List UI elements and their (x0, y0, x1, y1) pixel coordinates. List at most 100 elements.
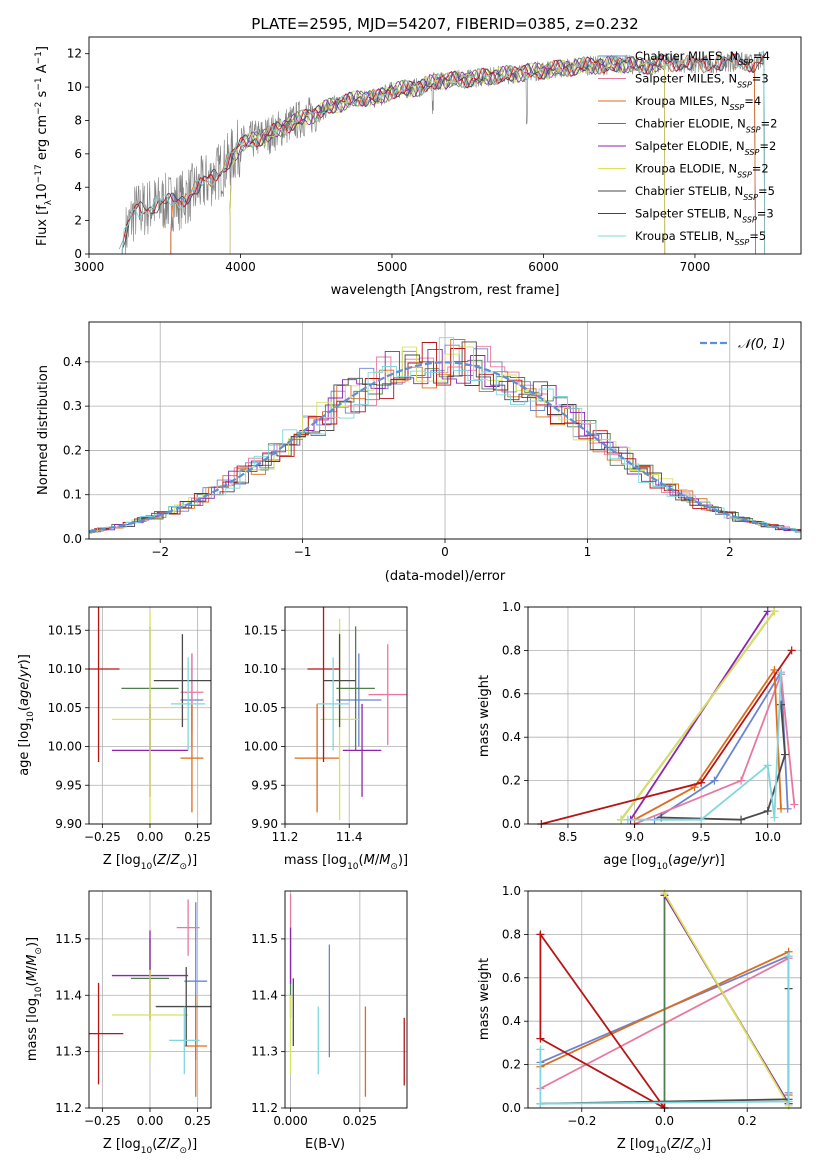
weight-marker (781, 750, 790, 759)
y-tick-label: 0.2 (502, 1058, 521, 1072)
mass-weight-vs-age-xlabel-text: age [log10(age/yr)] (603, 853, 725, 872)
x-tick-label: 7000 (680, 260, 711, 274)
weight-marker (777, 668, 786, 677)
weight-marker (710, 776, 719, 785)
weight-marker (536, 1034, 545, 1043)
mass-vs-z-xlabel-text: Z [log10(Z/Z⊙)] (103, 1137, 197, 1156)
y-tick-label: 11.3 (251, 1045, 278, 1059)
weight-marker (763, 761, 772, 770)
weight-marker (777, 700, 786, 709)
axes-frame (88, 606, 212, 825)
mass-vs-ebv-xlabel: E(B-V) (305, 1137, 345, 1152)
weight-marker (790, 800, 799, 809)
age-vs-mass-xlabel-text: mass [log10(M/M⊙)] (284, 853, 408, 872)
y-tick-label: 0.6 (502, 687, 521, 701)
y-tick-label: 9.90 (55, 817, 82, 831)
x-tick-label: 6000 (528, 260, 559, 274)
y-tick-label: 8 (74, 113, 82, 127)
figure-title: PLATE=2595, MJD=54207, FIBERID=0385, z=0… (251, 15, 638, 33)
x-tick-label: 2 (726, 545, 734, 559)
residual-histogram-8 (89, 337, 801, 533)
mass-weight-vs-z-xlabel: Z [log10(Z/Z⊙)] (617, 1137, 711, 1156)
y-tick-label: 0.6 (502, 971, 521, 985)
y-tick-label: 0.3 (63, 399, 82, 413)
y-tick-label: 9.90 (251, 817, 278, 831)
mass-vs-z-xlabel: Z [log10(Z/Z⊙)] (103, 1137, 197, 1156)
model-line-4 (229, 55, 666, 254)
y-tick-label: 10.05 (48, 701, 82, 715)
y-tick-label: 9.95 (251, 778, 278, 792)
spectrum-panel: 3000 4000 5000 6000 7000 0 2 4 6 8 10 12 wavelength… (34, 36, 802, 298)
y-tick-label: 0.0 (502, 1101, 521, 1115)
mass-weight-vs-age-xlabel: age [log10(age/yr)] (603, 853, 725, 872)
weight-marker (737, 815, 746, 824)
x-tick-label: 0.2 (738, 1114, 757, 1128)
spectrum-legend: Chabrier MILES, NSSP=4 Salpeter MILES, NS… (598, 49, 777, 247)
spectrum-xlabel: wavelength [Angstrom, rest frame] (331, 283, 560, 298)
y-tick-label: 10.05 (244, 701, 278, 715)
weight-marker (536, 1099, 545, 1108)
y-tick-label: 0.4 (502, 1014, 521, 1028)
x-tick-label: 10.0 (754, 830, 781, 844)
y-tick-label: 2 (74, 214, 82, 228)
x-tick-label: 0.0 (655, 1114, 674, 1128)
age-vs-z-ylabel: age [log10(age/yr)] (17, 654, 36, 776)
mass-weight-vs-z-ylabel: mass weight (477, 958, 492, 1040)
axes-frame (88, 890, 212, 1109)
residuals-xlabel: (data-model)/error (385, 569, 506, 584)
weight-marker (784, 1097, 793, 1106)
x-tick-label: 0.00 (137, 830, 164, 844)
weight-marker (737, 776, 746, 785)
y-tick-label: 0.8 (502, 643, 521, 657)
legend-label: Salpeter ELODIE, NSSP=2 (635, 139, 776, 157)
x-tick-label: 0 (441, 545, 449, 559)
y-tick-label: 4 (74, 180, 82, 194)
x-tick-label: 4000 (225, 260, 256, 274)
weight-marker (763, 806, 772, 815)
x-tick-label: −1 (294, 545, 312, 559)
y-tick-label: 0.2 (63, 443, 82, 457)
normal-curve (89, 361, 801, 533)
age-vs-z-xlabel-text: Z [log10(Z/Z⊙)] (103, 853, 197, 872)
mass-weight-vs-age-ylabel: mass weight (477, 675, 492, 757)
weight-line-5 (620, 610, 776, 821)
x-tick-label: −2 (151, 545, 169, 559)
x-tick-label: 0.025 (343, 1114, 377, 1128)
weight-marker (770, 607, 779, 616)
y-tick-label: 11.4 (55, 988, 82, 1002)
legend-label: Chabrier MILES, NSSP=4 (635, 49, 770, 67)
y-tick-label: 0.4 (63, 355, 82, 369)
y-tick-label: 0.0 (63, 532, 82, 546)
spectrum-ylabel: Flux [fλ10−17 erg cm−2 s−1 A−1] (34, 46, 54, 246)
model-line-3 (229, 54, 666, 254)
weight-marker (777, 804, 786, 813)
x-tick-label: 0.25 (184, 1114, 211, 1128)
x-tick-label: −0.25 (84, 1114, 121, 1128)
y-tick-label: 11.2 (55, 1101, 82, 1115)
y-tick-label: 11.3 (55, 1045, 82, 1059)
legend-label: Kroupa STELIB, NSSP=5 (635, 229, 766, 247)
y-tick-label: 0.0 (502, 817, 521, 831)
y-tick-label: 10.00 (48, 740, 82, 754)
residuals-panel: −2 −1 0 1 2 0.0 0.1 0.2 0.3 0.4 (data-model)/erro… (36, 321, 802, 584)
weight-line-8 (539, 956, 790, 1105)
model-line-5 (229, 56, 666, 254)
y-tick-label: 0.2 (502, 774, 521, 788)
y-tick-label: 10.10 (48, 662, 82, 676)
y-tick-label: 12 (67, 47, 82, 61)
y-tick-label: 11.2 (251, 1101, 278, 1115)
x-tick-label: 0.25 (184, 830, 211, 844)
axes-frame (88, 321, 802, 540)
axes-frame (527, 890, 802, 1109)
x-tick-label: −0.2 (567, 1114, 596, 1128)
age-vs-z-xlabel: Z [log10(Z/Z⊙)] (103, 853, 197, 872)
weight-marker (697, 778, 706, 787)
y-tick-label: 1.0 (502, 600, 521, 614)
y-tick-label: 0 (74, 247, 82, 261)
mass-weight-vs-z-panel: −0.2 0.0 0.2 0.0 0.2 0.4 0.6 0.8 1.0 Z [log10(Z/… (477, 884, 802, 1156)
legend-label: Kroupa ELODIE, NSSP=2 (635, 162, 769, 180)
x-tick-label: 1 (584, 545, 592, 559)
model-line-6 (121, 52, 765, 254)
y-tick-label: 10.15 (244, 623, 278, 637)
